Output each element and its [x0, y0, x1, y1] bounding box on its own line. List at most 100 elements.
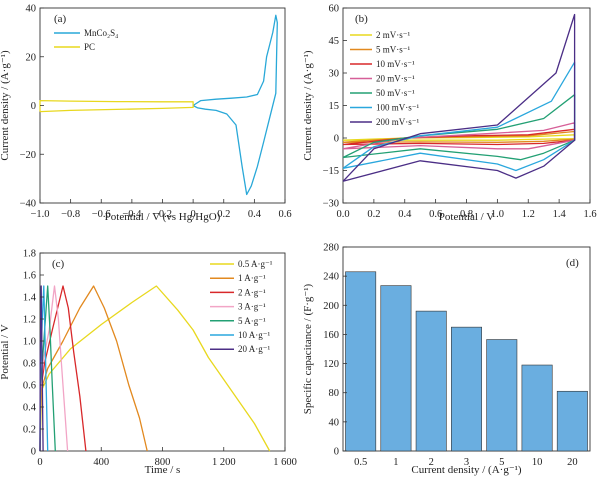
legend-label-2: 10 mV·s⁻¹	[376, 59, 415, 69]
y-tick-label: 1.4	[23, 293, 37, 304]
legend-label-0: 0.5 A·g⁻¹	[238, 259, 273, 269]
x-tick-label: 400	[93, 457, 109, 468]
y-tick-label: 0	[334, 134, 339, 145]
bar-1	[380, 285, 412, 452]
x-tick-label: 0.2	[217, 209, 230, 220]
y-tick-label: 1.0	[23, 337, 36, 348]
bar-10	[521, 364, 553, 452]
panel-a: −1.0 −0.8 −0.6 −0.4 −0.2 0 0.2 0.4 0.6 MnCo₂S₄ PC −…	[0, 4, 292, 224]
x-tick-label: 0.4	[398, 209, 412, 220]
x-tick-label: 0.5	[354, 457, 367, 468]
x-tick-label: 0.6	[278, 209, 291, 220]
legend-label-1: PC	[84, 42, 95, 52]
x-tick-label: −1.0	[30, 209, 49, 220]
x-tick-label: 0.2	[367, 209, 380, 220]
y-tick-label: 120	[323, 359, 339, 370]
x-tick-label: 0.6	[429, 209, 442, 220]
y-tick-label: 15	[329, 101, 340, 112]
y-tick-label: 280	[323, 243, 339, 254]
y-tick-label: 40	[329, 417, 340, 428]
x-tick-label: 1.2	[522, 209, 535, 220]
y-axis-label: Potential / V	[0, 324, 11, 379]
series-line-3	[39, 285, 69, 452]
legend-label-6: 200 mV·s⁻¹	[376, 117, 420, 127]
bar-5	[486, 339, 518, 452]
x-tick-label: 0.8	[460, 209, 473, 220]
x-tick-label: −0.8	[61, 209, 80, 220]
bar-0.5	[345, 271, 377, 452]
y-tick-label: 40	[26, 4, 37, 15]
y-tick-label: 1.6	[23, 271, 36, 282]
series-line-6	[39, 285, 44, 452]
series-line-0	[192, 14, 278, 196]
x-axis-label: Time / s	[145, 464, 181, 476]
y-axis-label: Current density / (A·g⁻¹)	[302, 50, 314, 161]
panel-label: (a)	[54, 13, 67, 25]
y-tick-label: 1.2	[23, 315, 36, 326]
x-tick-label: 1.0	[491, 209, 504, 220]
legend-label-0: MnCo₂S₄	[84, 28, 118, 38]
y-tick-label: 0.8	[23, 359, 36, 370]
y-tick-label: −40	[20, 199, 36, 210]
y-tick-label: 240	[323, 272, 339, 283]
x-tick-label: 1 600	[273, 457, 297, 468]
series-line-0	[39, 285, 271, 452]
y-tick-label: 0	[31, 101, 36, 112]
panel-label: (b)	[355, 13, 368, 25]
x-tick-label: −0.2	[153, 209, 172, 220]
x-tick-label: 5	[499, 457, 504, 468]
x-axis-label: Current density / (A·g⁻¹)	[411, 464, 522, 476]
x-tick-label: −0.6	[92, 209, 111, 220]
y-tick-label: 0.6	[23, 381, 36, 392]
y-tick-label: 20	[26, 52, 37, 63]
legend-label-3: 3 A·g⁻¹	[238, 302, 266, 312]
x-tick-label: 20	[567, 457, 578, 468]
y-tick-label: 45	[329, 36, 340, 47]
panel-label: (d)	[566, 257, 579, 269]
x-tick-label: 0	[191, 209, 196, 220]
x-tick-label: 1.6	[583, 209, 596, 220]
legend-label-6: 20 A·g⁻¹	[238, 344, 271, 354]
plot-frame	[39, 7, 286, 204]
x-axis-label: Potential / V (vs Hg/HgO)	[105, 211, 221, 223]
legend-label-4: 5 A·g⁻¹	[238, 316, 266, 326]
x-axis-label: Potential / V	[439, 211, 494, 223]
x-tick-label: 800	[155, 457, 171, 468]
legend-label-1: 5 mV·s⁻¹	[376, 45, 411, 55]
y-tick-label: 30	[329, 69, 340, 80]
y-tick-label: 0	[334, 447, 339, 458]
x-tick-label: 10	[532, 457, 543, 468]
y-tick-label: 0	[31, 447, 36, 458]
legend-label-5: 10 A·g⁻¹	[238, 330, 271, 340]
panel-label: (c)	[52, 258, 65, 270]
x-tick-label: 0	[37, 457, 42, 468]
y-tick-label: 200	[323, 301, 339, 312]
y-tick-label: 60	[329, 4, 340, 15]
series-line-1	[39, 99, 194, 113]
panel-b: 0.0 0.2 0.4 0.6 0.8 1.0 1.2 1.4 1.6 2 mV·s⁻¹ 5 mV·…	[302, 4, 597, 224]
y-axis-label: Current density / (A·g⁻¹)	[0, 50, 11, 161]
x-tick-label: 0.0	[336, 209, 349, 220]
series-line-6	[342, 13, 576, 182]
x-tick-label: 1 200	[212, 457, 236, 468]
y-axis-label: Specific capacitance / (F·g⁻¹)	[302, 283, 314, 414]
legend-label-2: 2 A·g⁻¹	[238, 287, 266, 297]
legend-label-1: 1 A·g⁻¹	[238, 273, 266, 283]
legend-label-0: 2 mV·s⁻¹	[376, 30, 411, 40]
x-tick-label: 3	[464, 457, 469, 468]
bar-2	[415, 310, 447, 452]
series-line-1	[39, 285, 148, 452]
x-tick-label: 2	[429, 457, 434, 468]
legend-label-4: 50 mV·s⁻¹	[376, 88, 415, 98]
x-tick-label: 0.4	[248, 209, 262, 220]
y-tick-label: 0.4	[23, 403, 37, 414]
y-tick-label: 0.2	[23, 425, 36, 436]
y-tick-label: 1.8	[23, 249, 36, 260]
legend-label-3: 20 mV·s⁻¹	[376, 74, 415, 84]
y-tick-label: 80	[329, 388, 340, 399]
x-tick-label: 1	[393, 457, 398, 468]
panel-c: 0 400 800 1 200 1 600 0.5 A·g⁻¹ 1 A·g⁻¹ 2 A·g⁻¹…	[0, 249, 297, 477]
x-tick-label: −0.4	[122, 209, 142, 220]
